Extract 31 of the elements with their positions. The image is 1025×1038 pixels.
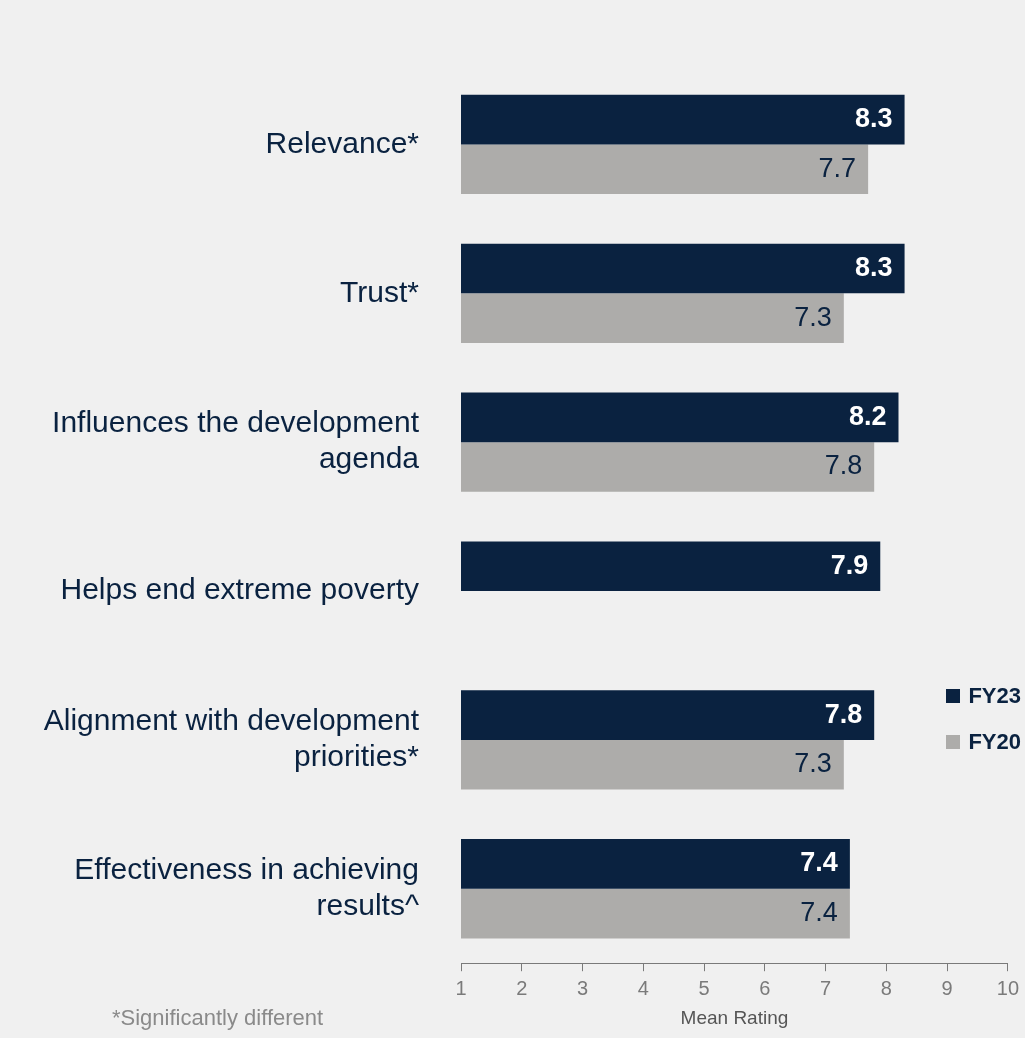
data-label: 7.4	[800, 847, 838, 878]
y-tick-label: Helps end extreme poverty	[60, 572, 419, 606]
x-axis-title: Mean Rating	[680, 1006, 789, 1028]
text: *Significantly different	[112, 1005, 324, 1031]
y-tick-label: Alignment with development priorities*	[43, 703, 420, 773]
data-label: 7.7	[818, 152, 857, 183]
x-tick-label: 10	[996, 976, 1019, 999]
y-tick-label: Effectiveness in achieving results^	[74, 852, 419, 922]
x-tick-label: 8	[880, 976, 892, 999]
y-tick-label: Trust*	[340, 274, 420, 308]
x-tick-label: 2	[516, 976, 528, 999]
x-tick-label: 1	[455, 976, 467, 999]
data-label: 7.9	[830, 549, 869, 580]
data-label: 8.2	[848, 400, 887, 431]
x-tick-label: 7	[820, 976, 832, 999]
x-tick-label: 3	[576, 976, 589, 999]
legend-label: FY20	[968, 729, 1021, 755]
data-label: 7.8	[824, 450, 863, 481]
x-tick-label: 6	[759, 976, 771, 999]
data-label: 7.8	[824, 698, 863, 729]
y-tick-label: Relevance*	[265, 125, 420, 159]
data-label: 7.4	[800, 897, 838, 928]
y-tick-label: Influences the development agenda	[52, 405, 420, 475]
data-label: 8.3	[855, 251, 893, 282]
data-label: 7.3	[794, 301, 832, 332]
data-label: 8.3	[855, 103, 893, 134]
x-tick-label: 5	[698, 976, 710, 999]
x-tick-label: 9	[941, 976, 953, 999]
data-label: 7.3	[794, 748, 832, 779]
legend-label: FY23	[968, 683, 1021, 709]
x-tick-label: 4	[637, 976, 649, 999]
